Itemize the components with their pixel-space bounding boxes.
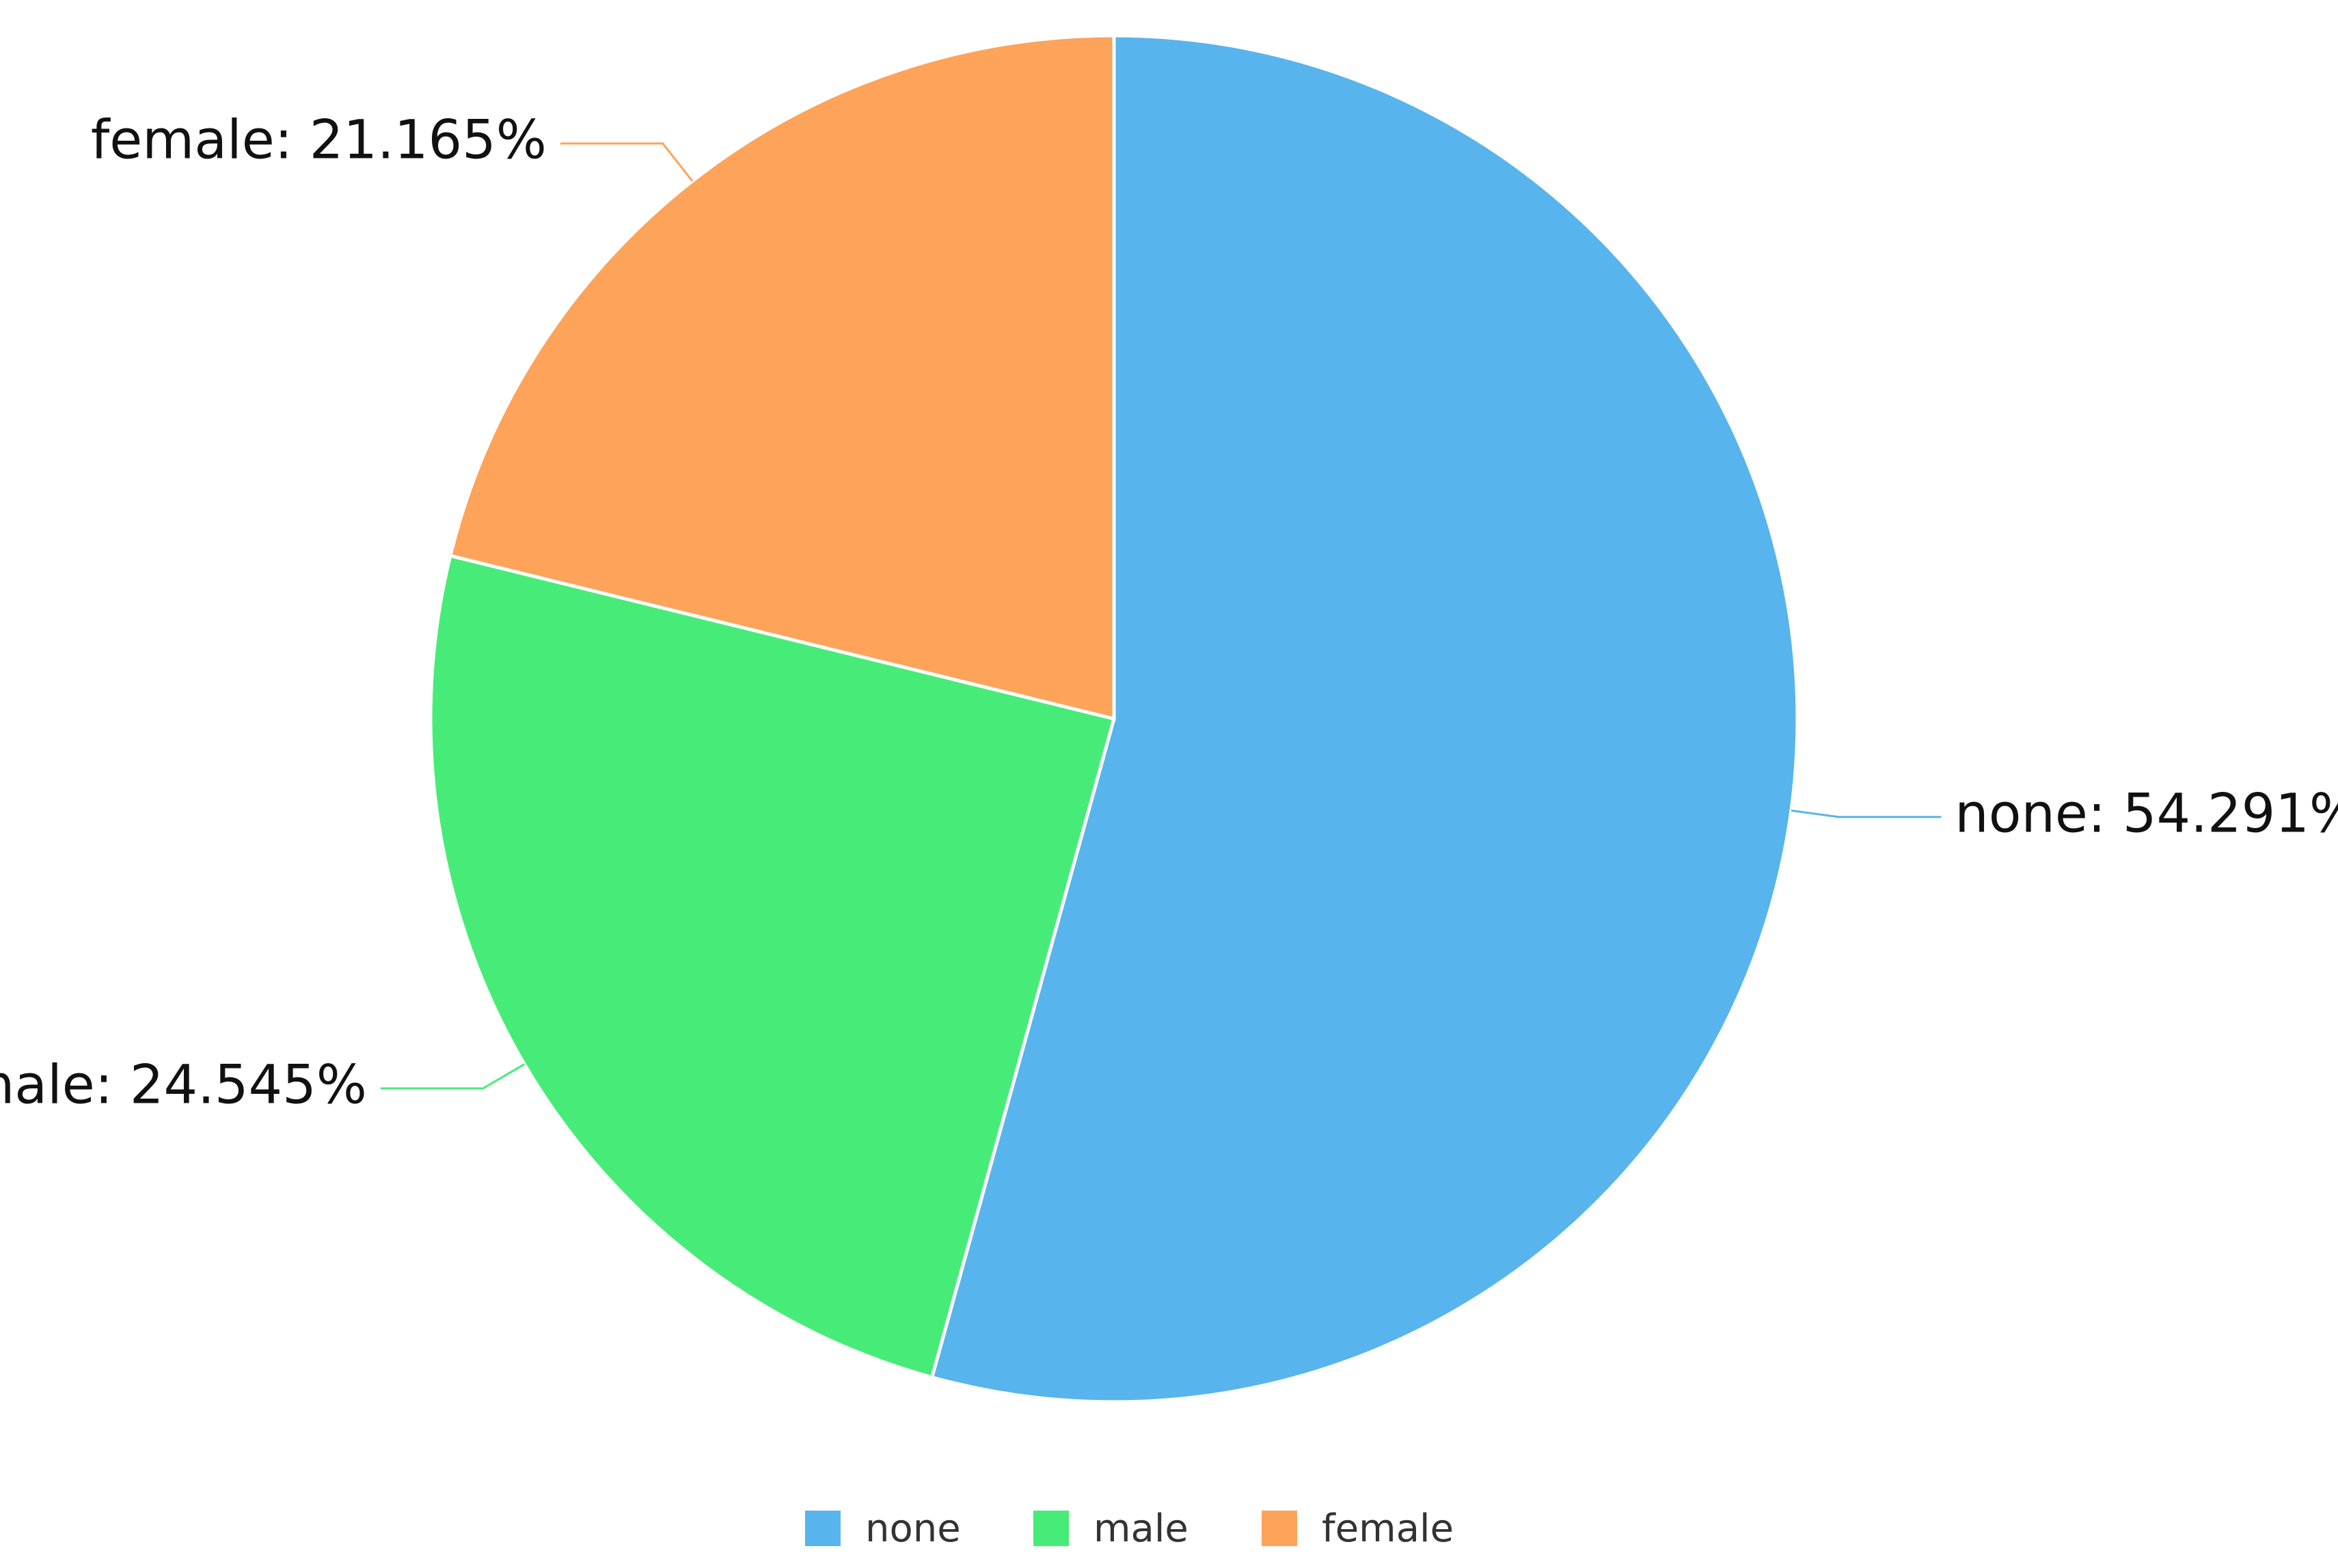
leader-line [380,1063,526,1090]
data-label: none: 54.291% [1955,783,2338,844]
legend-swatch[interactable] [1262,1511,1297,1546]
leader-line [1791,809,1942,819]
leader-line [560,142,694,182]
legend-label[interactable]: female [1322,1507,1454,1551]
data-label: female: 21.165% [91,109,547,171]
legend-label[interactable]: none [865,1507,961,1551]
legend-swatch[interactable] [805,1511,841,1546]
data-label: male: 24.545% [0,1055,367,1116]
legend-label[interactable]: male [1093,1507,1188,1551]
pie-slice [448,33,1116,721]
pie-slice [429,553,1117,1379]
legend-swatch[interactable] [1033,1511,1069,1546]
